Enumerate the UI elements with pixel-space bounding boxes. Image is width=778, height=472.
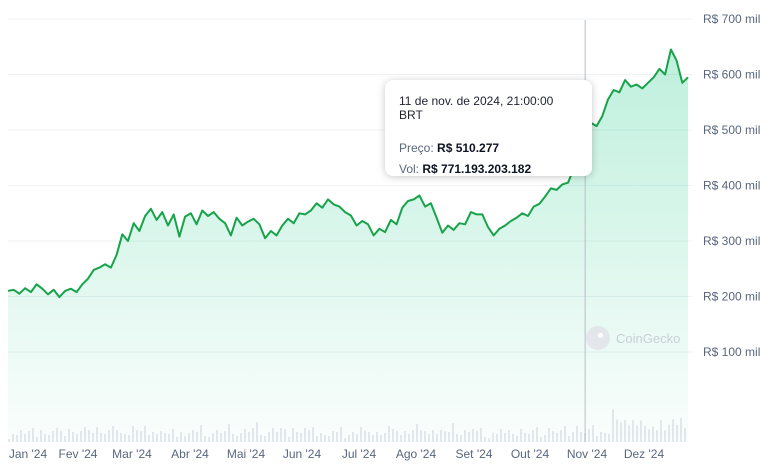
x-tick-label: Jun '24: [283, 447, 322, 461]
x-tick-label: Ago '24: [396, 447, 437, 461]
tooltip-volume-label: Vol:: [399, 162, 420, 176]
x-tick-label: Out '24: [511, 447, 550, 461]
tooltip-volume-value: R$ 771.193.203.182: [422, 162, 532, 176]
y-tick-label: R$ 600 mil: [703, 68, 760, 82]
watermark-text: CoinGecko: [616, 330, 681, 346]
chart-tooltip: 11 de nov. de 2024, 21:00:00 BRT Preço: …: [385, 80, 592, 176]
x-tick-label: Abr '24: [171, 447, 209, 461]
x-tick-label: Mar '24: [112, 447, 152, 461]
x-tick-label: Dez '24: [624, 447, 665, 461]
coingecko-logo-icon: [586, 326, 610, 350]
x-tick-label: Jan '24: [9, 447, 48, 461]
y-axis: R$ 700 mil R$ 600 mil R$ 500 mil R$ 400 mil…: [703, 12, 760, 359]
y-tick-label: R$ 300 mil: [703, 234, 760, 248]
tooltip-price-row: Preço: R$ 510.277: [399, 141, 578, 155]
x-tick-label: Mai '24: [227, 447, 266, 461]
tooltip-date: 11 de nov. de 2024, 21:00:00 BRT: [399, 94, 554, 122]
x-tick-label: Set '24: [456, 447, 493, 461]
x-tick-label: Fev '24: [59, 447, 98, 461]
y-tick-label: R$ 100 mil: [703, 345, 760, 359]
y-tick-label: R$ 200 mil: [703, 290, 760, 304]
y-tick-label: R$ 700 mil: [703, 12, 760, 26]
price-area: [8, 49, 688, 442]
x-axis: Jan '24 Fev '24 Mar '24 Abr '24 Mai '24 Jun '…: [9, 447, 665, 461]
tooltip-price-value: R$ 510.277: [437, 141, 500, 155]
tooltip-volume-row: Vol: R$ 771.193.203.182: [399, 162, 578, 176]
x-tick-label: Jul '24: [342, 447, 377, 461]
watermark: CoinGecko: [586, 326, 680, 350]
x-tick-label: Nov '24: [567, 447, 608, 461]
tooltip-price-label: Preço:: [399, 141, 434, 155]
y-tick-label: R$ 400 mil: [703, 179, 760, 193]
y-tick-label: R$ 500 mil: [703, 123, 760, 137]
